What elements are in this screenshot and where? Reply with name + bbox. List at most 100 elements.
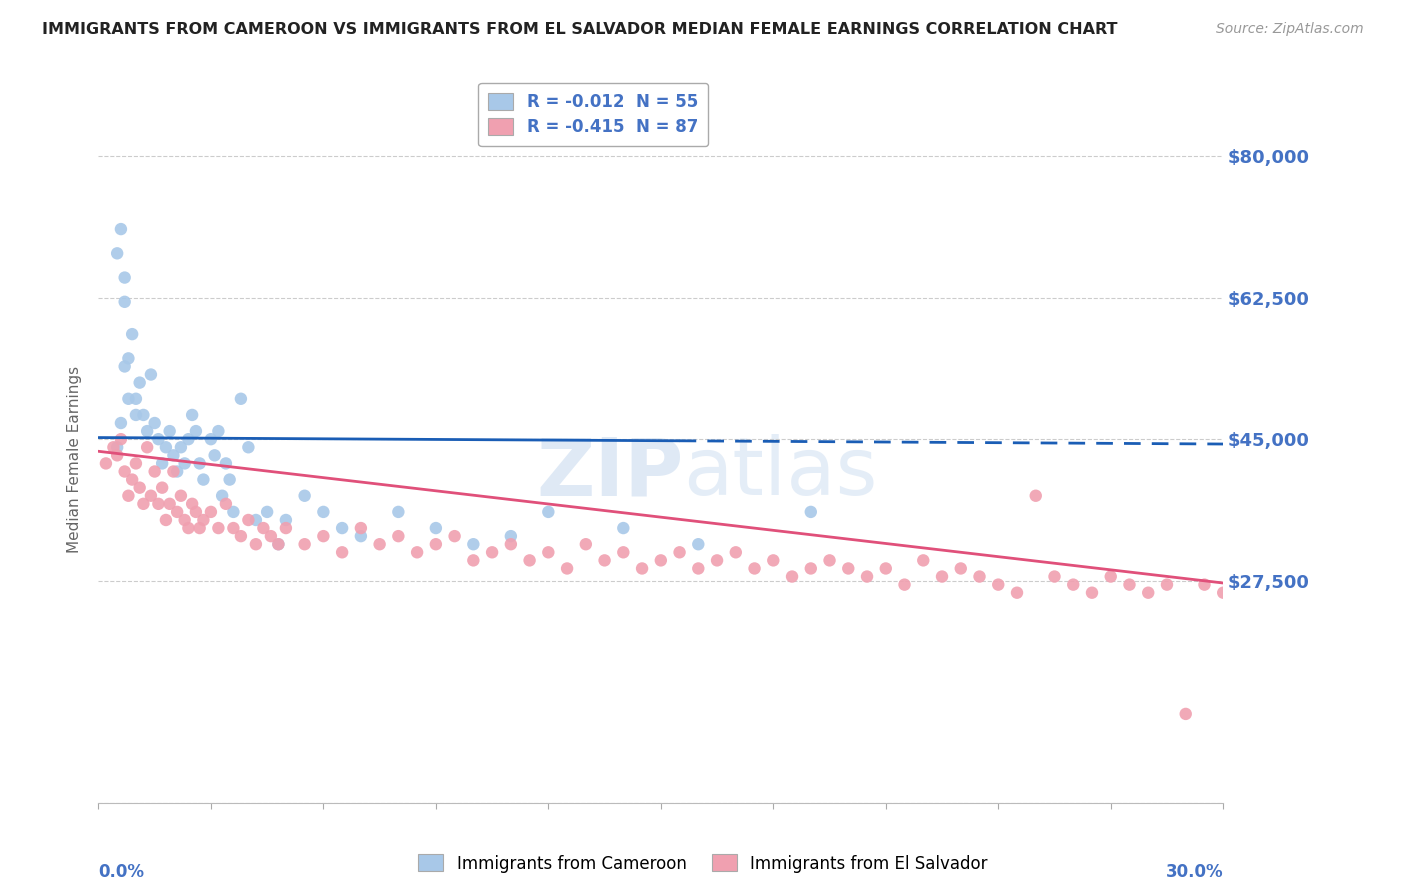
Point bbox=[1025, 489, 1047, 503]
Point bbox=[1194, 577, 1216, 591]
Point bbox=[688, 561, 710, 575]
Point bbox=[114, 359, 136, 374]
Point bbox=[184, 505, 207, 519]
Point bbox=[1118, 577, 1140, 591]
Point bbox=[780, 569, 803, 583]
Point bbox=[1137, 585, 1160, 599]
Point bbox=[256, 505, 278, 519]
Point bbox=[724, 545, 747, 559]
Legend: R = -0.012  N = 55, R = -0.415  N = 87: R = -0.012 N = 55, R = -0.415 N = 87 bbox=[478, 83, 709, 146]
Point bbox=[114, 270, 136, 285]
Point bbox=[350, 529, 373, 543]
Point bbox=[128, 376, 150, 390]
Point bbox=[150, 457, 173, 471]
Point bbox=[969, 569, 991, 583]
Point bbox=[125, 408, 148, 422]
Point bbox=[143, 416, 166, 430]
Point bbox=[519, 553, 541, 567]
Point bbox=[555, 561, 578, 575]
Point bbox=[1043, 569, 1066, 583]
Point bbox=[132, 497, 155, 511]
Point bbox=[463, 537, 485, 551]
Point bbox=[117, 392, 139, 406]
Point bbox=[744, 561, 766, 575]
Point bbox=[912, 553, 935, 567]
Point bbox=[184, 424, 207, 438]
Point bbox=[177, 521, 200, 535]
Text: IMMIGRANTS FROM CAMEROON VS IMMIGRANTS FROM EL SALVADOR MEDIAN FEMALE EARNINGS C: IMMIGRANTS FROM CAMEROON VS IMMIGRANTS F… bbox=[42, 22, 1118, 37]
Point bbox=[170, 489, 193, 503]
Point bbox=[121, 327, 143, 342]
Point bbox=[1005, 585, 1028, 599]
Text: ZIP: ZIP bbox=[536, 434, 683, 512]
Point bbox=[139, 489, 162, 503]
Point bbox=[218, 473, 240, 487]
Point bbox=[125, 457, 148, 471]
Point bbox=[159, 424, 181, 438]
Y-axis label: Median Female Earnings: Median Female Earnings bbox=[67, 366, 83, 553]
Point bbox=[125, 392, 148, 406]
Point bbox=[188, 457, 211, 471]
Point bbox=[350, 521, 373, 535]
Point bbox=[387, 529, 409, 543]
Point bbox=[368, 537, 391, 551]
Point bbox=[162, 465, 184, 479]
Point bbox=[94, 457, 117, 471]
Text: Source: ZipAtlas.com: Source: ZipAtlas.com bbox=[1216, 22, 1364, 37]
Point bbox=[166, 505, 188, 519]
Point bbox=[238, 440, 260, 454]
Point bbox=[170, 440, 193, 454]
Point bbox=[238, 513, 260, 527]
Point bbox=[818, 553, 841, 567]
Point bbox=[200, 505, 222, 519]
Point bbox=[139, 368, 162, 382]
Text: atlas: atlas bbox=[683, 434, 877, 512]
Point bbox=[267, 537, 290, 551]
Point bbox=[121, 473, 143, 487]
Point bbox=[215, 497, 238, 511]
Point bbox=[294, 489, 316, 503]
Point bbox=[132, 408, 155, 422]
Legend: Immigrants from Cameroon, Immigrants from El Salvador: Immigrants from Cameroon, Immigrants fro… bbox=[412, 847, 994, 880]
Point bbox=[245, 537, 267, 551]
Point bbox=[537, 545, 560, 559]
Point bbox=[114, 465, 136, 479]
Point bbox=[207, 521, 229, 535]
Point bbox=[800, 561, 823, 575]
Point bbox=[128, 481, 150, 495]
Point bbox=[463, 553, 485, 567]
Point bbox=[612, 545, 634, 559]
Text: 0.0%: 0.0% bbox=[98, 863, 145, 881]
Point bbox=[875, 561, 897, 575]
Point bbox=[593, 553, 616, 567]
Point bbox=[274, 513, 297, 527]
Point bbox=[312, 529, 335, 543]
Point bbox=[117, 351, 139, 366]
Point bbox=[105, 448, 128, 462]
Text: 30.0%: 30.0% bbox=[1166, 863, 1223, 881]
Point bbox=[173, 513, 195, 527]
Point bbox=[222, 505, 245, 519]
Point bbox=[537, 505, 560, 519]
Point bbox=[274, 521, 297, 535]
Point bbox=[229, 529, 252, 543]
Point bbox=[110, 416, 132, 430]
Point bbox=[1212, 585, 1234, 599]
Point bbox=[294, 537, 316, 551]
Point bbox=[181, 497, 204, 511]
Point bbox=[110, 432, 132, 446]
Point bbox=[688, 537, 710, 551]
Point bbox=[406, 545, 429, 559]
Point bbox=[148, 432, 170, 446]
Point bbox=[215, 457, 238, 471]
Point bbox=[181, 408, 204, 422]
Point bbox=[481, 545, 503, 559]
Point bbox=[252, 521, 274, 535]
Point bbox=[204, 448, 226, 462]
Point bbox=[193, 513, 215, 527]
Point bbox=[105, 440, 128, 454]
Point bbox=[330, 521, 353, 535]
Point bbox=[762, 553, 785, 567]
Point bbox=[631, 561, 654, 575]
Point bbox=[245, 513, 267, 527]
